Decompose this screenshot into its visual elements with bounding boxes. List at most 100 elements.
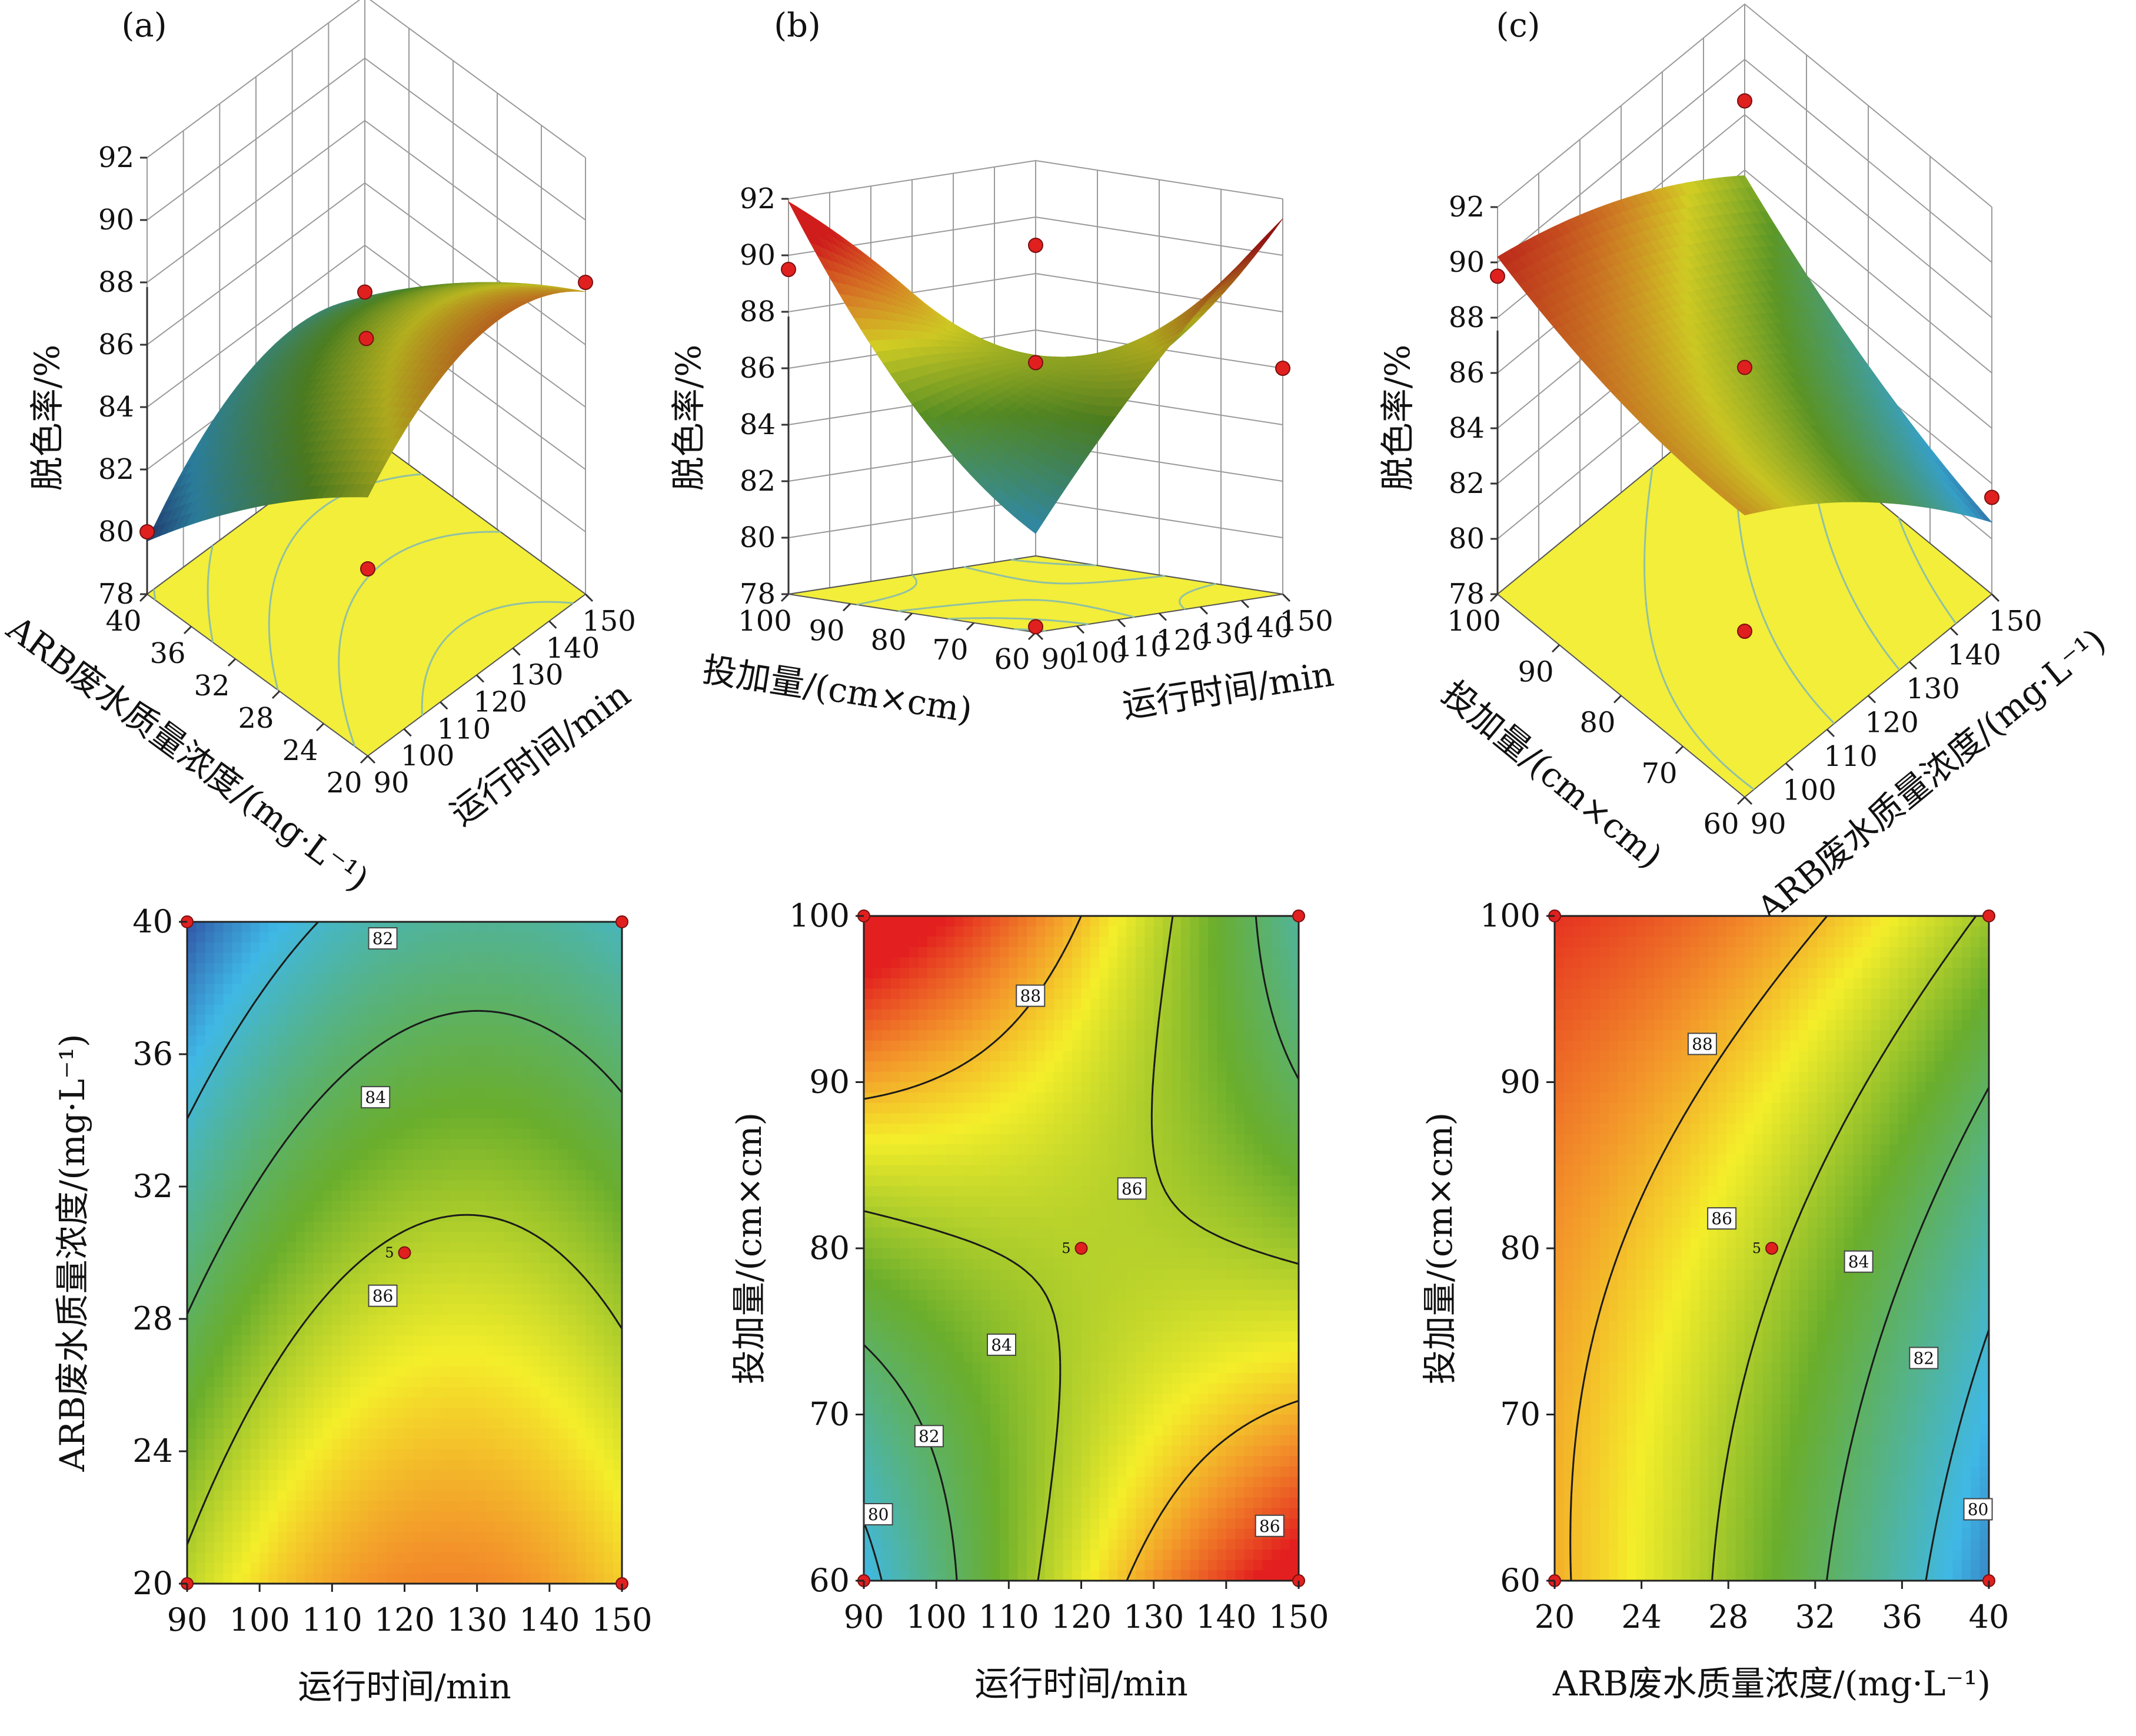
y-tick-label: 70 bbox=[1641, 757, 1677, 790]
x-tick-label: 100 bbox=[1782, 774, 1836, 807]
panel-label: (c) bbox=[1496, 6, 1540, 45]
y-tick-label: 36 bbox=[132, 1035, 173, 1072]
z-tick-label: 82 bbox=[740, 465, 776, 498]
design-point-marker bbox=[139, 524, 155, 539]
contour-label-text: 84 bbox=[365, 1088, 386, 1107]
y-tick-label: 90 bbox=[1500, 1064, 1541, 1101]
x-tick-label: 140 bbox=[519, 1601, 580, 1638]
contour-value-labels: 88 86 84 82 80 bbox=[1687, 1032, 1993, 1521]
z-tick-label: 86 bbox=[98, 328, 134, 361]
contour-fill bbox=[1555, 916, 1989, 1581]
x-axis-title: ARB废水质量浓度/(mg·L⁻¹) bbox=[1552, 1664, 1991, 1704]
contour-value-labels: 88 86 84 82 80 86 bbox=[863, 984, 1285, 1537]
design-point-marker bbox=[398, 1246, 411, 1259]
y-axis-title: 投加量/(cm×cm) bbox=[1420, 1112, 1460, 1384]
x-axis-title: 运行时间/min bbox=[298, 1667, 511, 1707]
design-point-marker bbox=[1275, 361, 1290, 376]
design-points bbox=[1490, 93, 1999, 639]
y-axis-title: 投加量/(cm×cm) bbox=[729, 1112, 769, 1384]
design-point-marker bbox=[1028, 238, 1043, 253]
y-tick-label: 70 bbox=[1500, 1396, 1541, 1433]
design-point-marker bbox=[357, 284, 372, 300]
x-axis: 20 24 28 32 36 40 ARB废水质量浓度/(mg·L⁻¹) bbox=[1535, 1581, 2009, 1704]
contour-label-box bbox=[1016, 984, 1046, 1007]
x-tick-label: 150 bbox=[582, 605, 636, 638]
panel-label: (a) bbox=[121, 6, 167, 45]
x-tick-label: 140 bbox=[1196, 1598, 1256, 1635]
x-tick-label: 20 bbox=[1535, 1598, 1575, 1635]
design-point-marker bbox=[1737, 93, 1752, 109]
x-tick-label: 120 bbox=[1156, 624, 1210, 657]
center-replicate-count: 5 bbox=[1062, 1240, 1070, 1257]
y-tick-label: 100 bbox=[1480, 897, 1541, 934]
contour-label-text: 86 bbox=[1259, 1517, 1280, 1536]
x-tick-label: 150 bbox=[591, 1601, 652, 1638]
x-tick-label: 150 bbox=[1988, 605, 2042, 638]
y-tick-label: 24 bbox=[132, 1432, 173, 1470]
x-axis-title: 运行时间/min bbox=[974, 1664, 1187, 1704]
contour-label-text: 80 bbox=[868, 1505, 889, 1524]
design-point-marker bbox=[1028, 619, 1043, 635]
z-tick-label: 88 bbox=[740, 295, 776, 328]
x-tick-label: 130 bbox=[1906, 672, 1960, 705]
y-tick-label: 90 bbox=[809, 614, 844, 647]
y-tick-label: 32 bbox=[194, 669, 229, 702]
panel-label: (b) bbox=[774, 6, 821, 45]
design-point-marker bbox=[1982, 909, 1995, 922]
x-tick-label: 100 bbox=[1073, 637, 1127, 669]
z-tick-label: 84 bbox=[98, 391, 134, 424]
design-point-marker bbox=[615, 915, 628, 928]
contour-label-box bbox=[914, 1425, 944, 1448]
y-tick-label: 70 bbox=[809, 1396, 850, 1433]
z-tick-label: 82 bbox=[1449, 467, 1485, 500]
y-tick-label: 24 bbox=[282, 734, 318, 767]
design-point-marker bbox=[1074, 1242, 1088, 1255]
response-surface-mesh bbox=[787, 201, 1283, 534]
contour-label-box bbox=[987, 1333, 1017, 1356]
design-point-marker bbox=[1292, 909, 1305, 922]
y-tick-label: 80 bbox=[809, 1229, 850, 1267]
contour-lines bbox=[863, 915, 1300, 1581]
x-tick-label: 32 bbox=[1795, 1598, 1835, 1635]
contour-label-box bbox=[1687, 1032, 1717, 1055]
y-tick-label: 40 bbox=[132, 903, 173, 940]
x-tick-label: 150 bbox=[1268, 1598, 1329, 1635]
z-tick-label: 80 bbox=[740, 521, 776, 554]
y-tick-label: 80 bbox=[870, 624, 906, 657]
x-axis: 90 100 110 120 130 140 150 运行时间/min bbox=[167, 1584, 653, 1707]
contour-label-box bbox=[863, 1503, 893, 1525]
contour-label-box bbox=[1963, 1498, 1993, 1521]
x-tick-label: 140 bbox=[1947, 639, 2001, 672]
x-tick-label: 40 bbox=[1969, 1598, 2009, 1635]
x-tick-label: 90 bbox=[1750, 808, 1786, 841]
contour-lines bbox=[186, 921, 623, 1545]
y-axis: 20 24 28 32 36 40 ARB废水质量浓度/(mg·L⁻¹) bbox=[52, 903, 187, 1602]
design-point-marker bbox=[1028, 355, 1043, 371]
x-tick-label: 140 bbox=[1238, 611, 1292, 644]
center-replicate-count: 5 bbox=[385, 1245, 394, 1261]
contour-label-box bbox=[1844, 1250, 1874, 1273]
y-tick-label: 60 bbox=[1500, 1562, 1541, 1599]
z-tick-label: 92 bbox=[98, 141, 134, 174]
x-tick-label: 90 bbox=[844, 1598, 884, 1635]
x-tick-label: 130 bbox=[510, 659, 564, 692]
x-tick-label: 130 bbox=[447, 1601, 507, 1638]
y-tick-label: 100 bbox=[1447, 605, 1501, 638]
center-replicate-count: 5 bbox=[1752, 1240, 1761, 1257]
contour-label-box bbox=[368, 927, 398, 950]
x-tick-label: 28 bbox=[1708, 1598, 1749, 1635]
y-tick-label: 40 bbox=[105, 605, 141, 638]
y-tick-label: 100 bbox=[738, 605, 792, 638]
z-tick-label: 90 bbox=[1449, 246, 1485, 279]
design-point-marker bbox=[1737, 624, 1752, 639]
y-tick-label: 100 bbox=[789, 897, 850, 934]
contour-label-text: 82 bbox=[919, 1427, 940, 1446]
y-tick-label: 80 bbox=[1579, 707, 1615, 739]
y-tick-label: 60 bbox=[809, 1562, 850, 1599]
z-axis-title: 脱色率/% bbox=[1378, 345, 1418, 491]
response-surface-mesh bbox=[1497, 175, 1993, 523]
z-tick-label: 78 bbox=[1449, 578, 1485, 611]
